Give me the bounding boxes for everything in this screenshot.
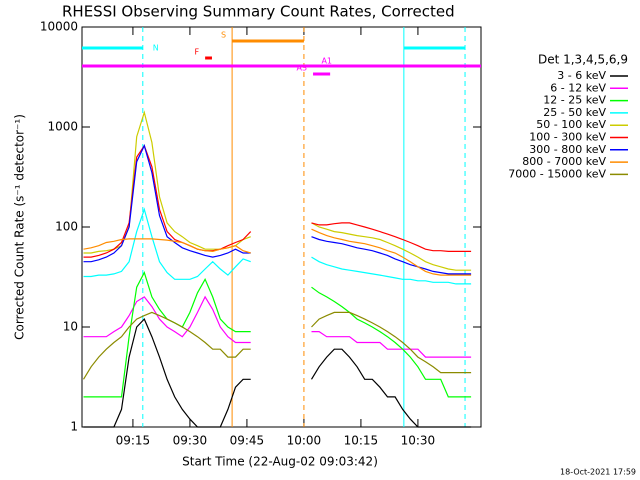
legend-label: 25 - 50 keV (543, 106, 606, 119)
x-tick-label: 10:15 (344, 434, 379, 448)
plot-frame (81, 26, 482, 428)
x-axis-label: Start Time (22-Aug-02 09:03:42) (182, 455, 378, 469)
legend-label: 50 - 100 keV (536, 118, 606, 131)
x-tick-label: 09:45 (230, 434, 265, 448)
y-tick-label: 10000 (40, 20, 78, 34)
legend-label: 6 - 12 keV (550, 81, 606, 94)
chart-title: RHESSI Observing Summary Count Rates, Co… (62, 3, 455, 21)
legend-label: 800 - 7000 keV (522, 155, 606, 168)
x-tick-label: 09:15 (116, 434, 151, 448)
series-line (83, 295, 472, 358)
series-line (83, 318, 472, 428)
legend-title: Det 1,3,4,5,6,9 (538, 53, 628, 67)
series-line (83, 144, 472, 258)
series-line (83, 110, 472, 271)
series-line (83, 271, 472, 398)
y-axis-label: Corrected Count Rate (s⁻¹ detector⁻¹) (13, 114, 27, 340)
timestamp: 18-Oct-2021 17:59 (560, 468, 636, 477)
series-line (82, 311, 472, 380)
y-tick-label: 100 (55, 220, 78, 234)
flag-label: N (153, 44, 159, 53)
flag-label: F (195, 48, 200, 57)
series-line (83, 207, 472, 285)
legend-label: 3 - 6 keV (557, 69, 606, 82)
x-tick-label: 10:30 (401, 434, 436, 448)
y-tick-label: 1000 (47, 120, 78, 134)
series-line (83, 228, 472, 276)
legend-label: 12 - 25 keV (543, 94, 606, 107)
flag-label: A3 (296, 64, 307, 73)
y-tick-label: 1 (70, 420, 78, 434)
x-tick-label: 09:30 (173, 434, 208, 448)
series-line (83, 144, 472, 275)
legend-label: 7000 - 15000 keV (508, 167, 606, 180)
flag-label: S (221, 31, 226, 40)
y-tick-label: 10 (63, 320, 78, 334)
x-tick-label: 10:00 (287, 434, 322, 448)
legend-label: 300 - 800 keV (529, 143, 606, 156)
flag-label: A1 (321, 57, 332, 66)
legend-label: 100 - 300 keV (529, 131, 606, 144)
